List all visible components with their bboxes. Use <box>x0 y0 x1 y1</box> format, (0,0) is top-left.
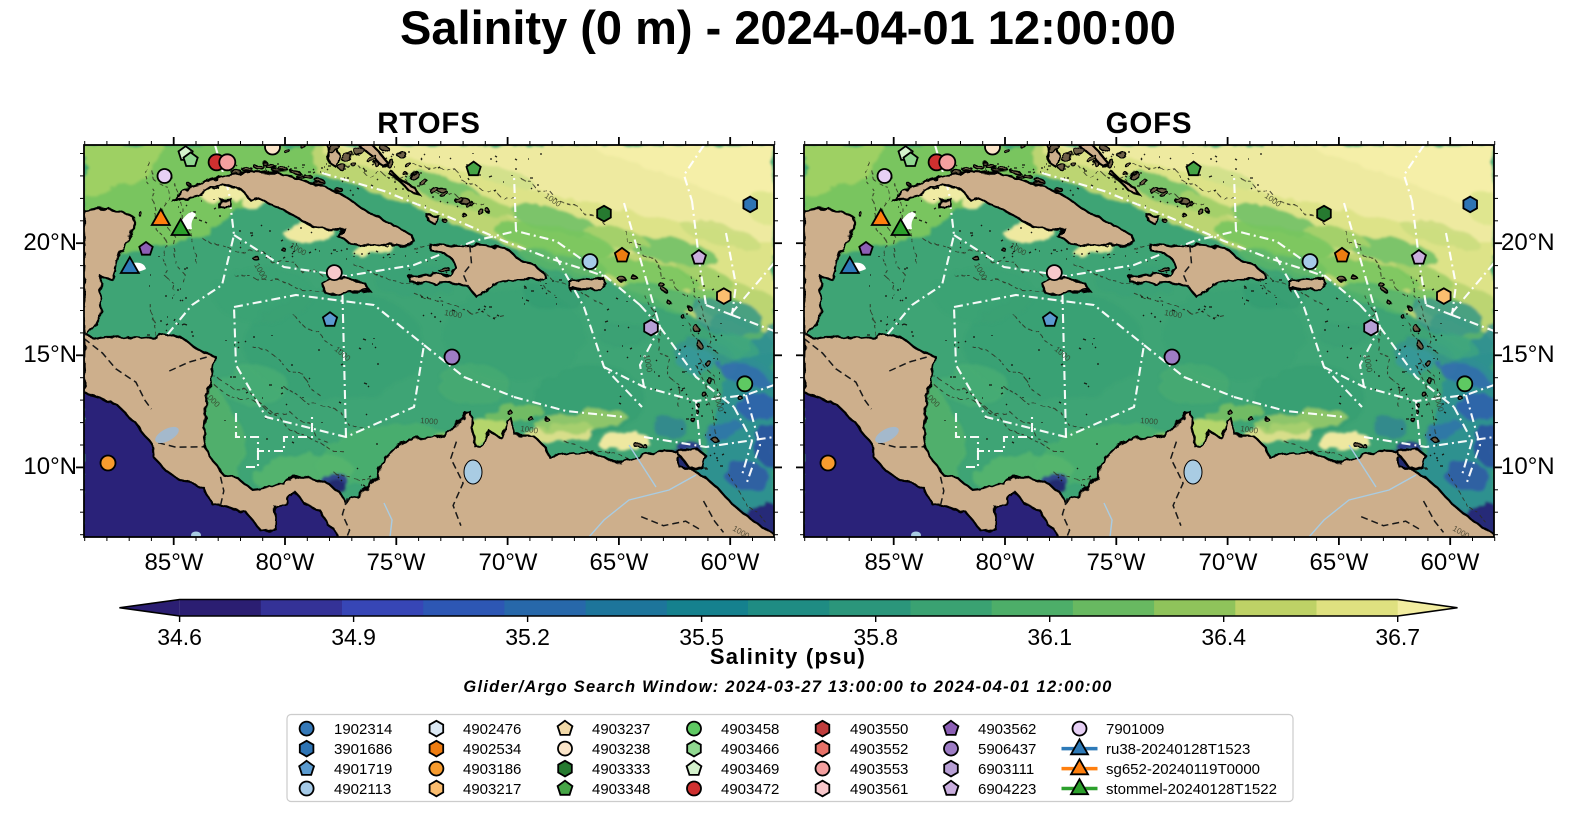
svg-text:Salinity (psu): Salinity (psu) <box>710 644 866 669</box>
svg-text:34.6: 34.6 <box>157 624 202 650</box>
svg-text:ru38-20240128T1523: ru38-20240128T1523 <box>1106 741 1250 758</box>
svg-text:4903550: 4903550 <box>850 721 908 738</box>
svg-text:4903333: 4903333 <box>592 761 650 778</box>
svg-text:15°N: 15°N <box>23 341 77 368</box>
svg-text:stommel-20240128T1522: stommel-20240128T1522 <box>1106 781 1277 798</box>
svg-text:4903458: 4903458 <box>721 721 779 738</box>
svg-text:4902476: 4902476 <box>463 721 521 738</box>
svg-text:Glider/Argo Search Window: 202: Glider/Argo Search Window: 2024-03-27 13… <box>463 678 1112 696</box>
svg-text:20°N: 20°N <box>23 229 77 256</box>
svg-text:4903469: 4903469 <box>721 761 779 778</box>
svg-text:65°W: 65°W <box>1310 549 1369 576</box>
svg-text:Salinity (0 m) - 2024-04-01 12: Salinity (0 m) - 2024-04-01 12:00:00 <box>400 1 1176 54</box>
svg-text:35.5: 35.5 <box>679 624 724 650</box>
svg-text:4903186: 4903186 <box>463 761 521 778</box>
svg-text:sg652-20240119T0000: sg652-20240119T0000 <box>1106 761 1260 778</box>
svg-text:36.4: 36.4 <box>1201 624 1246 650</box>
svg-text:5906437: 5906437 <box>978 741 1036 758</box>
svg-text:4902113: 4902113 <box>334 781 391 798</box>
svg-text:6903111: 6903111 <box>978 761 1034 778</box>
svg-text:65°W: 65°W <box>590 549 649 576</box>
svg-text:10°N: 10°N <box>23 453 77 480</box>
svg-text:70°W: 70°W <box>1199 549 1258 576</box>
svg-text:34.9: 34.9 <box>331 624 376 650</box>
svg-text:4903348: 4903348 <box>592 781 650 798</box>
svg-text:4903237: 4903237 <box>592 721 650 738</box>
svg-text:35.8: 35.8 <box>853 624 898 650</box>
svg-text:6904223: 6904223 <box>978 781 1036 798</box>
svg-text:4903472: 4903472 <box>721 781 779 798</box>
svg-text:4903238: 4903238 <box>592 741 650 758</box>
svg-text:1902314: 1902314 <box>334 721 392 738</box>
svg-text:7901009: 7901009 <box>1106 721 1164 738</box>
svg-text:20°N: 20°N <box>1501 229 1555 256</box>
svg-text:10°N: 10°N <box>1501 453 1555 480</box>
svg-text:4903562: 4903562 <box>978 721 1036 738</box>
svg-text:85°W: 85°W <box>865 549 924 576</box>
svg-text:35.2: 35.2 <box>505 624 550 650</box>
svg-text:GOFS: GOFS <box>1106 107 1193 140</box>
svg-text:4903552: 4903552 <box>850 741 908 758</box>
svg-text:80°W: 80°W <box>976 549 1035 576</box>
svg-text:4902534: 4902534 <box>463 741 521 758</box>
svg-text:4903553: 4903553 <box>850 761 908 778</box>
svg-text:3901686: 3901686 <box>334 741 392 758</box>
svg-text:70°W: 70°W <box>479 549 538 576</box>
svg-text:75°W: 75°W <box>1087 549 1146 576</box>
svg-text:80°W: 80°W <box>256 549 315 576</box>
svg-text:36.7: 36.7 <box>1375 624 1420 650</box>
svg-text:4903217: 4903217 <box>463 781 521 798</box>
svg-text:60°W: 60°W <box>1421 549 1480 576</box>
svg-text:75°W: 75°W <box>367 549 426 576</box>
svg-text:15°N: 15°N <box>1501 341 1555 368</box>
svg-text:4903466: 4903466 <box>721 741 779 758</box>
svg-text:RTOFS: RTOFS <box>377 107 480 140</box>
svg-text:4903561: 4903561 <box>850 781 908 798</box>
svg-text:4901719: 4901719 <box>334 761 392 778</box>
svg-text:60°W: 60°W <box>701 549 760 576</box>
svg-text:85°W: 85°W <box>145 549 204 576</box>
svg-text:36.1: 36.1 <box>1027 624 1072 650</box>
